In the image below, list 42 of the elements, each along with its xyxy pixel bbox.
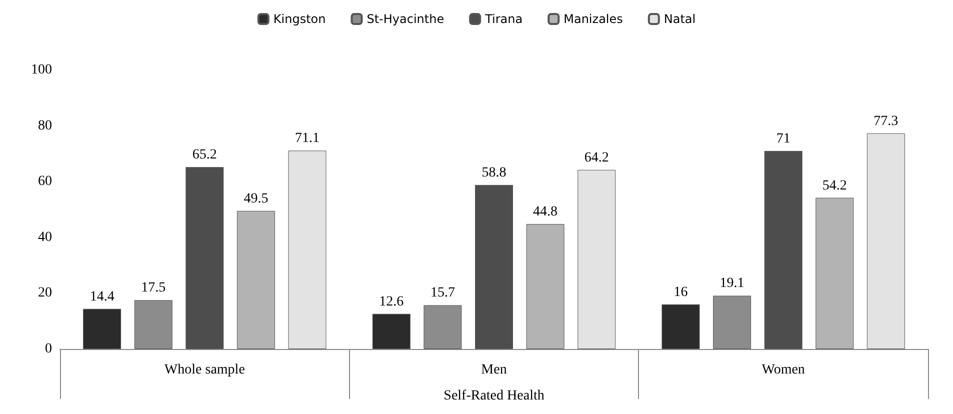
data-label: 49.5 xyxy=(244,191,268,206)
x-tick-label: Whole sample xyxy=(164,362,245,378)
bar xyxy=(372,314,410,349)
bar xyxy=(764,150,802,349)
legend-label: Manizales xyxy=(564,12,623,26)
data-label: 65.2 xyxy=(192,148,217,163)
bar xyxy=(236,210,275,349)
y-tick-label: 20 xyxy=(38,286,52,301)
y-tick-label: 0 xyxy=(45,342,52,356)
y-tick-label: 80 xyxy=(38,118,52,134)
y-tick-label: 100 xyxy=(31,62,52,78)
data-label: 17.5 xyxy=(141,280,166,296)
bar xyxy=(475,184,513,349)
bar xyxy=(866,133,905,349)
data-label: 19.1 xyxy=(720,276,744,292)
data-label: 64.2 xyxy=(584,150,609,166)
bar xyxy=(288,150,326,349)
bar xyxy=(186,167,224,349)
bar xyxy=(662,304,700,349)
legend-label: Tirana xyxy=(484,12,523,26)
data-label: 44.8 xyxy=(533,204,558,220)
y-tick-label: 60 xyxy=(38,174,52,190)
legend-label: Kingston xyxy=(273,12,326,26)
data-label: 54.2 xyxy=(822,178,847,194)
data-label: 77.3 xyxy=(874,114,898,129)
bar xyxy=(816,198,854,349)
data-label: 71 xyxy=(776,131,790,146)
x-axis-title: Self-Rated Health xyxy=(444,388,544,404)
bar xyxy=(578,170,616,349)
x-tick-label: Men xyxy=(481,362,507,378)
data-label: 12.6 xyxy=(379,294,404,310)
data-label: 14.4 xyxy=(90,289,114,304)
legend-label: St-Hyacinthe xyxy=(366,12,444,26)
data-label: 58.8 xyxy=(482,165,506,180)
data-label: 16 xyxy=(674,284,688,300)
data-label: 15.7 xyxy=(430,286,455,301)
legend-label: Natal xyxy=(664,12,696,26)
y-tick-label: 40 xyxy=(38,230,52,245)
x-tick-label: Women xyxy=(762,362,805,378)
bar xyxy=(83,308,122,349)
data-label: 71.1 xyxy=(295,131,320,146)
bar xyxy=(526,224,564,349)
